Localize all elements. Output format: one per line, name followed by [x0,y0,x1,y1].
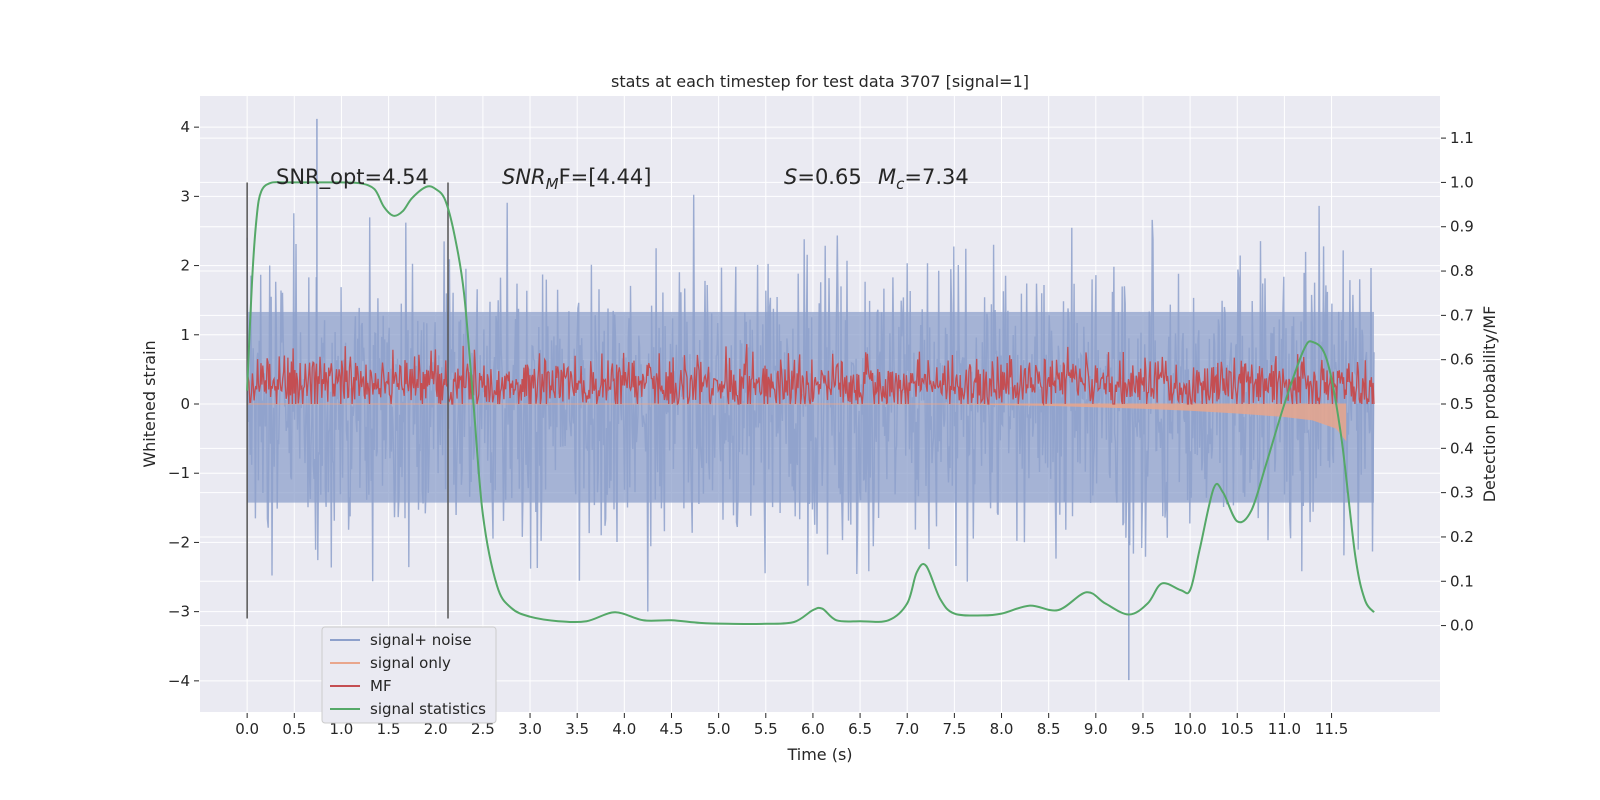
x-tick-label: 8.5 [1037,720,1061,738]
x-tick-label: 10.5 [1221,720,1254,738]
y-left-tick-label: −1 [168,464,190,482]
legend-box [321,626,497,724]
legend-label-signal-noise: signal+ noise [370,631,472,649]
x-tick-label: 5.5 [754,720,778,738]
x-tick-label: 7.5 [942,720,966,738]
y-right-tick-label: 0.9 [1450,218,1474,236]
y-left-tick-label: 3 [180,187,190,205]
mf-line [246,344,1375,407]
y-right-tick-label: 0.3 [1450,484,1474,502]
y-right-tick-label: 1.1 [1450,129,1474,147]
x-tick-label: 7.0 [895,720,919,738]
annotation-s: S=0.65 [784,165,862,189]
y-left-tick-label: −3 [168,603,190,621]
x-axis-label: Time (s) [786,745,852,764]
legend-label-signal-statistics: signal statistics [370,700,486,718]
x-tick-label: 4.5 [660,720,684,738]
y-right-tick-label: 0.5 [1450,395,1474,413]
x-tick-label: 9.5 [1131,720,1155,738]
x-tick-label: 6.5 [848,720,872,738]
y-right-tick-label: 0.6 [1450,351,1474,369]
x-tick-label: 3.5 [565,720,589,738]
signal-only-area [247,403,1347,442]
annotation-snr-mf: SNRMF=[4.44] [502,165,651,193]
y-left-tick-label: 2 [180,257,190,275]
x-tick-label: 11.5 [1315,720,1348,738]
chart-marks [246,118,1375,681]
x-tick-label: 8.0 [990,720,1014,738]
x-tick-label: 11.0 [1268,720,1301,738]
y-left-tick-label: 0 [180,395,190,413]
x-tick-label: 2.5 [471,720,495,738]
x-tick-label: 1.0 [330,720,354,738]
y-right-tick-label: 1.0 [1450,173,1474,191]
y-right-tick-label: 0.7 [1450,306,1474,324]
x-tick-label: 0.0 [235,720,259,738]
x-tick-label: 3.0 [518,720,542,738]
y-right-tick-label: 0.1 [1450,572,1474,590]
annotation-snr-opt: SNR_opt=4.54 [276,165,429,190]
legend: signal+ noise signal only MF signal stat… [321,626,497,724]
annotation-mc: Mc=7.34 [878,165,969,193]
y-left-tick-label: 4 [180,118,190,136]
y-axis-left-label: Whitened strain [140,340,159,467]
x-tick-label: 10.0 [1173,720,1206,738]
y-right-tick-label: 0.4 [1450,439,1474,457]
y-left-tick-label: −2 [168,533,190,551]
y-left-tick-label: 1 [180,326,190,344]
x-tick-label: 0.5 [282,720,306,738]
signal-statistics-line [246,181,1375,625]
y-axis-right-label: Detection probability/MF [1480,306,1499,503]
axes: 0.0 0.5 1.0 1.5 2.0 2.5 3.0 3.5 4.0 4.5 5.0 5.5 6.0 6… [168,118,1474,738]
y-left-tick-label: −4 [168,672,190,690]
x-tick-label: 6.0 [801,720,825,738]
legend-label-signal-only: signal only [370,654,451,672]
y-right-tick-label: 0.2 [1450,528,1474,546]
x-tick-label: 1.5 [377,720,401,738]
x-tick-label: 4.0 [612,720,636,738]
x-tick-label: 5.0 [707,720,731,738]
y-right-tick-label: 0.8 [1450,262,1474,280]
x-tick-label: 2.0 [424,720,448,738]
chart-title: stats at each timestep for test data 370… [611,72,1029,91]
y-right-tick-label: 0.0 [1450,617,1474,635]
legend-label-mf: MF [370,677,392,695]
x-tick-label: 9.0 [1084,720,1108,738]
